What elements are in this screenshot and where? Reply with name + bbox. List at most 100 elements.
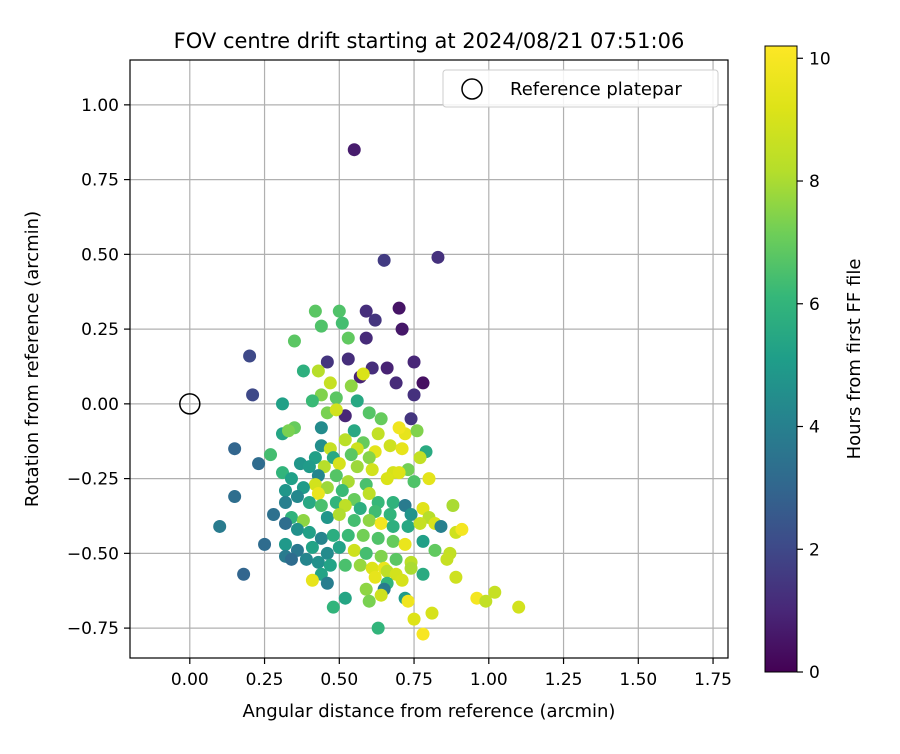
data-point — [386, 534, 400, 548]
data-point — [243, 349, 257, 363]
data-point — [252, 457, 266, 471]
data-point — [299, 552, 313, 566]
data-point — [389, 552, 403, 566]
data-point — [362, 451, 376, 465]
data-point — [311, 487, 325, 501]
x-tick-label: 1.00 — [470, 670, 508, 690]
data-point — [246, 388, 260, 402]
data-point — [386, 519, 400, 533]
x-axis-ticks: 0.00 0.25 0.50 0.75 1.00 1.25 1.50 1.75 — [171, 658, 732, 690]
data-point — [228, 442, 242, 456]
data-point — [323, 376, 337, 390]
data-point — [359, 304, 373, 318]
data-point — [281, 424, 295, 438]
data-point — [407, 612, 421, 626]
colorbar-ticks: 0 2 4 6 8 10 — [797, 49, 831, 683]
data-point — [284, 552, 298, 566]
y-tick-label: 0.25 — [81, 320, 119, 340]
legend-reference-marker — [461, 78, 483, 100]
x-tick-label: 0.75 — [395, 670, 433, 690]
data-point — [308, 304, 322, 318]
scatter-points — [213, 143, 526, 641]
data-point — [428, 543, 442, 557]
data-point — [374, 549, 388, 563]
data-point — [329, 469, 343, 483]
y-tick-label: −0.25 — [67, 470, 119, 490]
data-point — [353, 502, 367, 515]
colorbar: 0 2 4 6 8 10 Hours from first FF file — [764, 45, 865, 683]
data-point — [323, 558, 337, 572]
data-point — [374, 516, 388, 530]
data-point — [287, 334, 301, 348]
data-point — [332, 540, 346, 554]
data-point — [305, 573, 319, 587]
colorbar-gradient — [764, 45, 798, 673]
data-point — [347, 143, 361, 157]
x-tick-label: 1.25 — [545, 670, 583, 690]
colorbar-tick-label: 10 — [809, 49, 831, 69]
data-point — [332, 507, 346, 521]
y-tick-label: 0.50 — [81, 245, 119, 265]
data-point — [356, 367, 370, 381]
colorbar-tick-label: 6 — [809, 295, 820, 315]
data-point — [332, 457, 346, 471]
data-point — [455, 522, 469, 536]
data-point — [275, 397, 289, 411]
data-point — [290, 490, 304, 504]
data-point — [290, 522, 304, 536]
data-point — [404, 561, 418, 575]
data-point — [416, 567, 430, 581]
data-point — [320, 546, 334, 560]
data-point — [228, 490, 242, 504]
data-point — [401, 519, 415, 533]
data-point — [296, 364, 310, 378]
data-point — [359, 582, 373, 596]
data-point — [302, 460, 316, 474]
data-point — [362, 406, 376, 420]
data-point — [341, 352, 355, 366]
data-point — [512, 600, 526, 614]
data-point — [431, 250, 445, 264]
data-point — [350, 460, 364, 474]
data-point — [347, 513, 361, 527]
legend: Reference platepar — [442, 69, 719, 108]
legend-box — [442, 69, 719, 108]
data-point — [413, 451, 427, 465]
data-point — [371, 531, 385, 545]
plot-frame — [129, 59, 729, 659]
data-point — [311, 364, 325, 378]
data-point — [332, 304, 346, 318]
data-point — [374, 588, 388, 602]
x-tick-label: 0.00 — [171, 670, 209, 690]
y-axis-label: Rotation from reference (arcmin) — [22, 211, 43, 507]
data-point — [374, 412, 388, 426]
data-point — [371, 621, 385, 635]
x-tick-label: 0.50 — [320, 670, 358, 690]
data-point — [488, 585, 502, 599]
data-point — [278, 496, 292, 510]
data-point — [422, 472, 436, 486]
data-point — [258, 537, 272, 551]
data-point — [237, 567, 251, 581]
data-point — [278, 484, 292, 498]
data-point — [377, 253, 391, 267]
legend-label-reference: Reference platepar — [510, 79, 682, 100]
colorbar-tick-label: 8 — [809, 172, 820, 192]
data-point — [392, 421, 406, 435]
data-point — [314, 319, 328, 333]
data-point — [416, 534, 430, 548]
colorbar-tick-label: 2 — [809, 540, 820, 560]
y-tick-label: −0.50 — [67, 544, 119, 564]
data-point — [267, 507, 281, 521]
data-point — [407, 355, 421, 369]
data-point — [314, 531, 328, 545]
data-point — [356, 528, 370, 542]
x-axis-label: Angular distance from reference (arcmin) — [243, 701, 616, 722]
data-point — [305, 540, 319, 554]
data-point — [368, 313, 382, 327]
data-point — [320, 355, 334, 369]
data-point — [395, 442, 409, 456]
data-point — [302, 525, 316, 539]
data-point — [314, 421, 328, 435]
